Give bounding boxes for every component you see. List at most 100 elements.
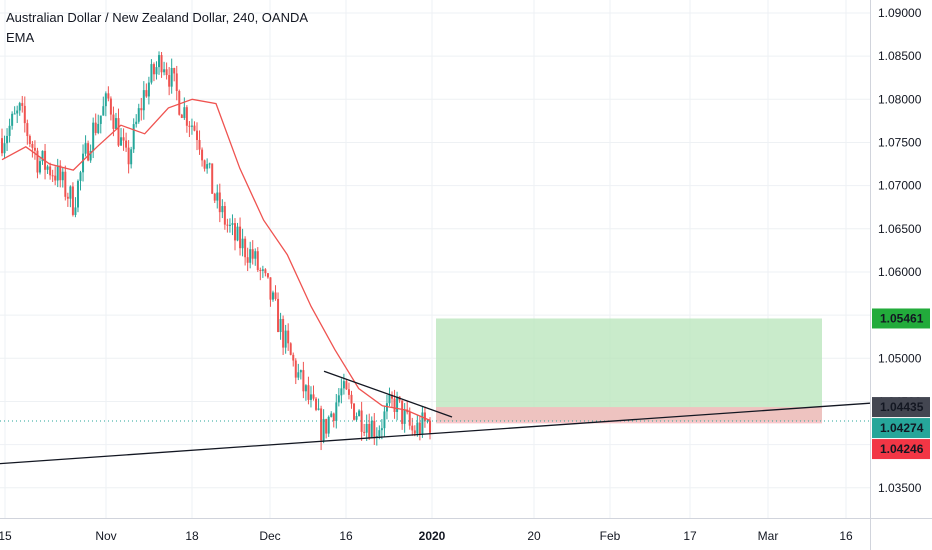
candle-body xyxy=(112,114,115,129)
candle-body xyxy=(416,422,419,434)
candle-body xyxy=(322,419,325,441)
candle-body xyxy=(320,408,323,441)
candle-body xyxy=(158,55,161,68)
candle-body xyxy=(190,125,193,127)
candle-body xyxy=(173,68,176,74)
candle-body xyxy=(294,360,297,378)
candle-body xyxy=(256,251,259,271)
candle-body xyxy=(185,107,188,126)
candle-body xyxy=(429,420,431,433)
candle-body xyxy=(266,273,269,278)
candle-body xyxy=(122,137,125,141)
candle-body xyxy=(76,180,79,208)
candle-body xyxy=(254,251,257,259)
price-tick-label: 1.05000 xyxy=(878,351,922,365)
candle-body xyxy=(342,381,345,389)
candle-body xyxy=(211,163,214,194)
target-price-label: 1.05461 xyxy=(880,311,924,325)
time-tick-label: 2020 xyxy=(419,529,446,543)
candle-body xyxy=(335,402,338,421)
candle-body xyxy=(16,110,19,114)
candle-body xyxy=(360,410,363,432)
candle-body xyxy=(309,394,312,400)
time-tick-label: 17 xyxy=(683,529,697,543)
current-price-label-bg xyxy=(872,418,930,439)
candle-body xyxy=(74,207,77,215)
candle-body xyxy=(102,106,105,116)
candle-body xyxy=(269,277,272,300)
candle-body xyxy=(375,436,378,438)
candle-body xyxy=(84,143,87,154)
time-tick-label: Nov xyxy=(95,529,116,543)
candle-body xyxy=(163,69,166,73)
time-tick-label: 16 xyxy=(339,529,353,543)
symbol-title: Australian Dollar / New Zealand Dollar, … xyxy=(6,10,309,25)
candle-body xyxy=(251,249,254,259)
price-tick-label: 1.03500 xyxy=(878,481,922,495)
support-trendline xyxy=(0,402,871,465)
candle-body xyxy=(287,330,290,344)
candle-body xyxy=(23,105,26,124)
candle-body xyxy=(317,408,320,410)
candle-body xyxy=(233,223,236,241)
candle-body xyxy=(249,249,252,263)
candle-body xyxy=(315,398,318,410)
price-tick-label: 1.08000 xyxy=(878,92,922,106)
candle-body xyxy=(363,431,366,433)
candle-body xyxy=(213,193,216,201)
time-tick-label: Mar xyxy=(758,529,779,543)
candle-body xyxy=(413,430,416,434)
price-tick-label: 1.09000 xyxy=(878,6,922,20)
candle-body xyxy=(69,186,72,199)
candle-body xyxy=(332,413,335,421)
candle-body xyxy=(198,140,201,150)
candle-body xyxy=(21,103,24,106)
candle-body xyxy=(264,269,267,274)
candle-body xyxy=(396,396,399,412)
candle-body xyxy=(175,73,178,91)
candle-body xyxy=(114,118,117,129)
candle-body xyxy=(279,318,282,333)
indicator-label[interactable]: EMA xyxy=(6,30,35,45)
candle-body xyxy=(61,171,64,181)
candle-body xyxy=(59,165,62,181)
candle-body xyxy=(393,398,396,412)
target-price-label-bg xyxy=(872,308,930,329)
candle-body xyxy=(193,125,196,131)
candle-body xyxy=(49,166,52,176)
chart-header: Australian Dollar / New Zealand Dollar, … xyxy=(6,8,308,48)
candle-body xyxy=(104,93,107,107)
candle-body xyxy=(368,423,371,438)
candle-body xyxy=(353,403,356,420)
candle-body xyxy=(206,164,209,169)
candle-body xyxy=(8,125,11,136)
price-tick-label: 1.06000 xyxy=(878,265,922,279)
candle-body xyxy=(241,238,244,249)
candle-body xyxy=(391,394,394,399)
time-tick-label: 15 xyxy=(0,529,12,543)
candle-body xyxy=(89,150,92,161)
ema-line xyxy=(1,98,431,421)
candle-body xyxy=(292,354,295,361)
candle-body xyxy=(411,425,414,431)
price-tick-label: 1.07000 xyxy=(878,179,922,193)
candle-body xyxy=(170,68,173,87)
candle-body xyxy=(127,147,130,165)
price-tick-label: 1.08500 xyxy=(878,49,922,63)
candle-body xyxy=(28,136,31,144)
candle-body xyxy=(18,103,21,111)
price-tick-label: 1.07500 xyxy=(878,135,922,149)
candle-body xyxy=(99,115,102,124)
price-tick-label: 1.06500 xyxy=(878,222,922,236)
time-tick-label: 16 xyxy=(839,529,853,543)
candle-body xyxy=(231,223,234,225)
candle-body xyxy=(383,411,386,429)
candle-body xyxy=(82,153,85,173)
candle-body xyxy=(168,75,171,87)
candle-body xyxy=(373,420,376,438)
candle-body xyxy=(307,385,310,400)
candle-body xyxy=(358,410,361,417)
candle-body xyxy=(347,389,350,395)
